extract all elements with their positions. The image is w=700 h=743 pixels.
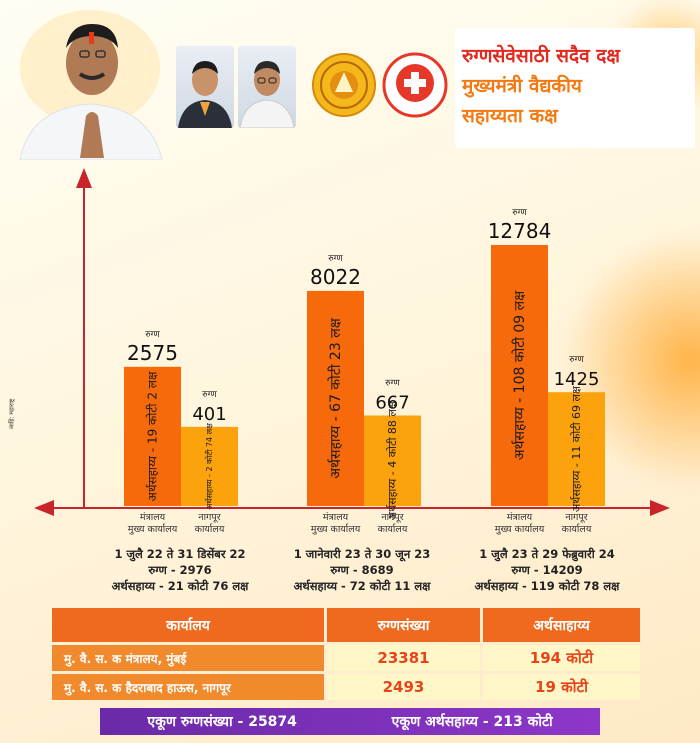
bar-office-label: मुख्य कार्यालय [128,523,178,535]
bar-aid-label: अर्थसहाय्य - 67 कोटी 23 लक्ष [327,317,344,478]
period-2-dates: 1 जानेवारी 23 ते 30 जून 23 [293,547,431,561]
bar-patients-value: 12784 [488,219,552,243]
bar-patients-label: रुग्ण [202,390,217,400]
bar-patients-value: 401 [192,404,226,425]
title-card [455,28,695,148]
deputy-cm-photo-1 [176,46,234,128]
title-line-1: रुग्णसेवेसाठी सदैव दक्ष [462,45,621,67]
total-patients: एकूण रुग्णसंख्या - 25874 [147,714,297,730]
table-header-patients: रुग्णसंख्या [327,608,480,642]
medical-aid-cell-logo-icon [382,52,448,118]
side-note: जाहि: महाराष्ट्र [8,398,16,430]
bar-office-label: नागपूर [565,512,588,523]
bar-patients-label: रुग्ण [512,208,527,218]
bar-office-label: कार्यालय [378,523,408,535]
period-3-aid: अर्थसहाय्य - 119 कोटी 78 लक्ष [474,579,620,593]
table-cell-office: मु. वै. स. क हैदराबाद हाऊस, नागपूर [52,674,324,700]
period-caption-2: 1 जानेवारी 23 ते 30 जून 23 रुग्ण - 8689 … [262,546,462,594]
title-line-2: मुख्यमंत्री वैद्यकीय [462,75,582,97]
period-2-aid: अर्थसहाय्य - 72 कोटी 11 लक्ष [293,579,431,593]
bar-patients-label: रुग्ण [385,379,400,389]
totals-bar: एकूण रुग्णसंख्या - 25874 एकूण अर्थसहाय्य… [100,708,600,735]
bar-1-1 [124,366,181,506]
bar-2-2 [364,415,421,506]
period-caption-3: 1 जुलै 23 ते 29 फेब्रुवारी 24 रुग्ण - 14… [447,546,647,594]
chief-minister-portrait [10,8,170,160]
bar-3-1 [491,244,548,506]
bar-office-label: मुख्य कार्यालय [495,523,545,535]
period-caption-1: 1 जुलै 22 ते 31 डिसेंबर 22 रुग्ण - 2976 … [80,546,280,594]
bar-2-1 [307,290,364,506]
bar-patients-value: 667 [375,393,409,414]
bar-office-label: मंत्रालय [323,512,349,523]
period-1-dates: 1 जुलै 22 ते 31 डिसेंबर 22 [114,547,246,561]
bar-patients-value: 2575 [127,341,178,365]
period-3-patients: रुग्ण - 14209 [511,563,583,577]
period-1-patients: रुग्ण - 2976 [148,563,212,577]
title-line-3: सहाय्यता कक्ष [462,105,558,127]
bar-office-label: मंत्रालय [507,512,533,523]
bar-aid-label: अर्थसहाय्य - 19 कोटी 2 लक्ष [146,371,160,501]
table-header-row: कार्यालय रुग्णसंख्या अर्थसाहाय्य [52,608,640,642]
table-header-aid: अर्थसाहाय्य [483,608,640,642]
table-row: मु. वै. स. क मंत्रालय, मुंबई 23381 194 क… [52,645,640,671]
table-cell-office: मु. वै. स. क मंत्रालय, मुंबई [52,645,324,671]
bar-aid-label: अर्थसहाय्य - 108 कोटी 09 लक्ष [511,290,528,460]
bar-office-label: कार्यालय [195,523,225,535]
bar-office-label: नागपूर [198,512,221,523]
bar-patients-value: 8022 [310,265,361,289]
table-cell-aid: 194 कोटी [483,645,640,671]
bar-aid-label: अर्थसहाय्य - 2 कोटी 74 लक्ष [204,423,214,510]
table-header-office: कार्यालय [52,608,324,642]
total-aid: एकूण अर्थसहाय्य - 213 कोटी [391,714,553,730]
bar-patients-label: रुग्ण [145,330,160,340]
office-summary-table: कार्यालय रुग्णसंख्या अर्थसाहाय्य मु. वै.… [52,608,640,703]
table-cell-patients: 2493 [327,674,480,700]
bar-office-label: कार्यालय [562,523,592,535]
period-3-dates: 1 जुलै 23 ते 29 फेब्रुवारी 24 [479,547,615,561]
bar-office-label: नागपूर [381,512,404,523]
bar-office-label: मंत्रालय [140,512,166,523]
table-cell-patients: 23381 [327,645,480,671]
deputy-cm-photo-2 [238,46,296,128]
bar-1-2 [181,426,238,506]
table-row: मु. वै. स. क हैदराबाद हाऊस, नागपूर 2493 … [52,674,640,700]
period-1-aid: अर्थसहाय्य - 21 कोटी 76 लक्ष [111,579,249,593]
table-cell-aid: 19 कोटी [483,674,640,700]
period-2-patients: रुग्ण - 8689 [330,563,394,577]
bar-office-label: मुख्य कार्यालय [311,523,361,535]
government-seal-icon [311,52,377,118]
bar-patients-label: रुग्ण [328,254,343,264]
bar-aid-label: अर्थसहाय्य - 4 कोटी 88 लक्ष [386,400,399,520]
